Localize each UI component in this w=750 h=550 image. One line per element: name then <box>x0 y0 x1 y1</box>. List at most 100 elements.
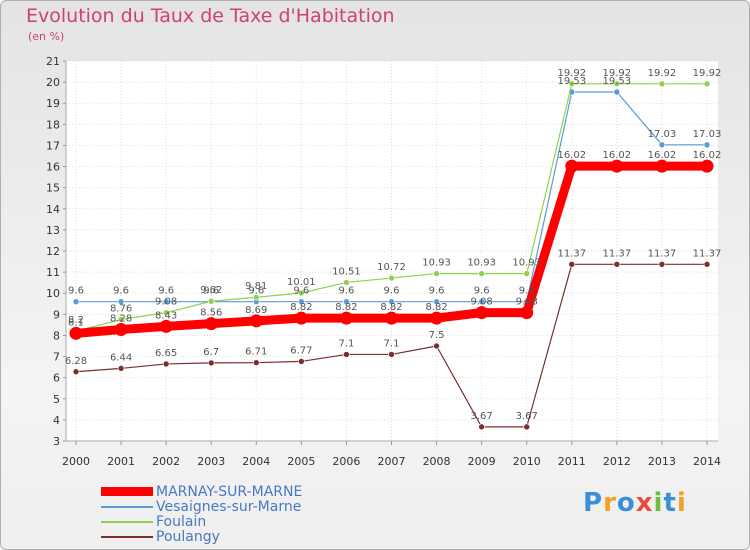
data-point-0 <box>249 314 263 328</box>
y-tick-label: 19 <box>46 97 60 110</box>
data-point-3 <box>523 423 531 431</box>
data-label-3: 6.44 <box>110 352 132 363</box>
x-tick-label: 2009 <box>468 455 496 468</box>
data-point-2 <box>162 309 170 316</box>
data-point-3 <box>703 260 711 268</box>
data-label-1: 9.6 <box>384 286 400 297</box>
data-label-3: 6.71 <box>245 347 267 358</box>
data-point-1 <box>162 298 170 305</box>
data-label-2: 10.51 <box>332 266 361 277</box>
x-tick-label: 2008 <box>423 455 451 468</box>
data-label-0: 16.02 <box>557 150 586 161</box>
data-label-1: 9.6 <box>338 286 354 297</box>
y-tick-label: 6 <box>53 372 60 385</box>
data-label-0: 9.08 <box>471 297 493 308</box>
data-point-3 <box>72 368 80 376</box>
data-point-3 <box>658 260 666 268</box>
data-point-1 <box>117 298 125 305</box>
y-tick-label: 13 <box>46 224 60 237</box>
legend-swatch-vesaignes <box>101 506 153 508</box>
x-tick-label: 2000 <box>62 455 90 468</box>
data-point-3 <box>613 260 621 268</box>
data-point-1 <box>433 298 440 305</box>
data-point-1 <box>343 298 350 305</box>
data-point-2 <box>298 289 305 297</box>
data-label-0: 9.08 <box>516 297 538 308</box>
chart-title: Evolution du Taux de Taxe d'Habitation <box>26 5 395 27</box>
data-label-3: 6.77 <box>290 345 312 356</box>
data-point-0 <box>204 317 218 331</box>
data-point-2 <box>703 80 711 88</box>
y-tick-label: 14 <box>46 203 60 216</box>
data-point-0 <box>69 326 83 340</box>
data-point-1 <box>658 141 666 149</box>
data-label-1: 17.03 <box>648 129 677 140</box>
data-point-3 <box>252 359 260 366</box>
y-tick-label: 3 <box>53 435 60 448</box>
data-point-1 <box>703 141 711 149</box>
logo-letter: o <box>616 488 636 518</box>
data-label-2: 10.72 <box>377 262 406 273</box>
data-label-0: 8.82 <box>425 302 447 313</box>
y-tick-label: 20 <box>46 76 60 89</box>
data-point-0 <box>565 159 579 173</box>
data-point-3 <box>343 351 350 358</box>
proxiti-logo: Proxiti <box>583 488 687 518</box>
data-label-0: 8.82 <box>335 302 357 313</box>
data-label-0: 8.82 <box>290 302 312 313</box>
data-point-0 <box>159 319 173 333</box>
data-label-2: 10.93 <box>422 258 451 269</box>
series-layer <box>69 80 714 431</box>
data-point-1 <box>72 298 80 305</box>
data-point-0 <box>655 159 669 173</box>
legend-swatch-foulain <box>101 521 153 523</box>
data-point-0 <box>700 159 714 173</box>
data-point-3 <box>162 360 170 368</box>
x-tick-label: 2013 <box>648 455 676 468</box>
data-label-0: 8.1 <box>68 317 84 328</box>
data-point-3 <box>388 351 395 358</box>
data-point-3 <box>298 358 305 365</box>
data-label-3: 11.37 <box>648 248 677 259</box>
y-tick-label: 8 <box>53 329 60 342</box>
y-tick-label: 18 <box>46 118 60 131</box>
y-axis-ticks: 3 4 5 6 7 8 9 10 11 12 13 14 15 16 17 18 19 20 21 <box>46 55 66 448</box>
data-point-0 <box>385 311 398 325</box>
data-label-2: 19.92 <box>693 68 722 79</box>
x-tick-label: 2002 <box>152 455 180 468</box>
y-tick-label: 17 <box>46 139 60 152</box>
data-label-0: 8.56 <box>200 308 222 319</box>
data-point-2 <box>523 270 531 277</box>
data-label-2: 10.93 <box>512 258 541 269</box>
x-tick-label: 2014 <box>693 455 721 468</box>
data-label-1: 9.6 <box>203 286 219 297</box>
data-label-1: 19.53 <box>603 76 632 87</box>
logo-letter: t <box>663 488 677 518</box>
legend-label-foulain: Foulain <box>156 514 207 530</box>
data-label-3: 7.5 <box>429 330 445 341</box>
x-tick-label: 2005 <box>287 455 315 468</box>
data-point-2 <box>478 270 485 277</box>
data-label-2: 10.93 <box>467 258 496 269</box>
logo-letter: i <box>653 488 664 518</box>
data-point-3 <box>207 359 215 367</box>
data-point-2 <box>658 80 666 88</box>
data-label-1: 9.6 <box>158 286 174 297</box>
logo-letter: i <box>676 488 687 518</box>
x-axis-ticks: 2000 2001 2002 2003 2004 2005 2006 2007 2008 2009… <box>62 441 721 468</box>
data-label-0: 16.02 <box>648 150 677 161</box>
data-label-1: 9.6 <box>68 286 84 297</box>
data-label-2: 19.92 <box>648 68 677 79</box>
x-tick-label: 2006 <box>332 455 360 468</box>
y-tick-label: 16 <box>46 161 60 174</box>
data-label-3: 3.67 <box>516 411 538 422</box>
data-label-0: 8.82 <box>380 302 402 313</box>
data-label-1: 9.6 <box>293 286 309 297</box>
legend-swatch-marnay <box>101 487 153 496</box>
logo-letter: x <box>635 488 654 518</box>
logo-letter: r <box>603 488 617 518</box>
data-point-2 <box>433 270 440 277</box>
x-tick-label: 2007 <box>378 455 406 468</box>
